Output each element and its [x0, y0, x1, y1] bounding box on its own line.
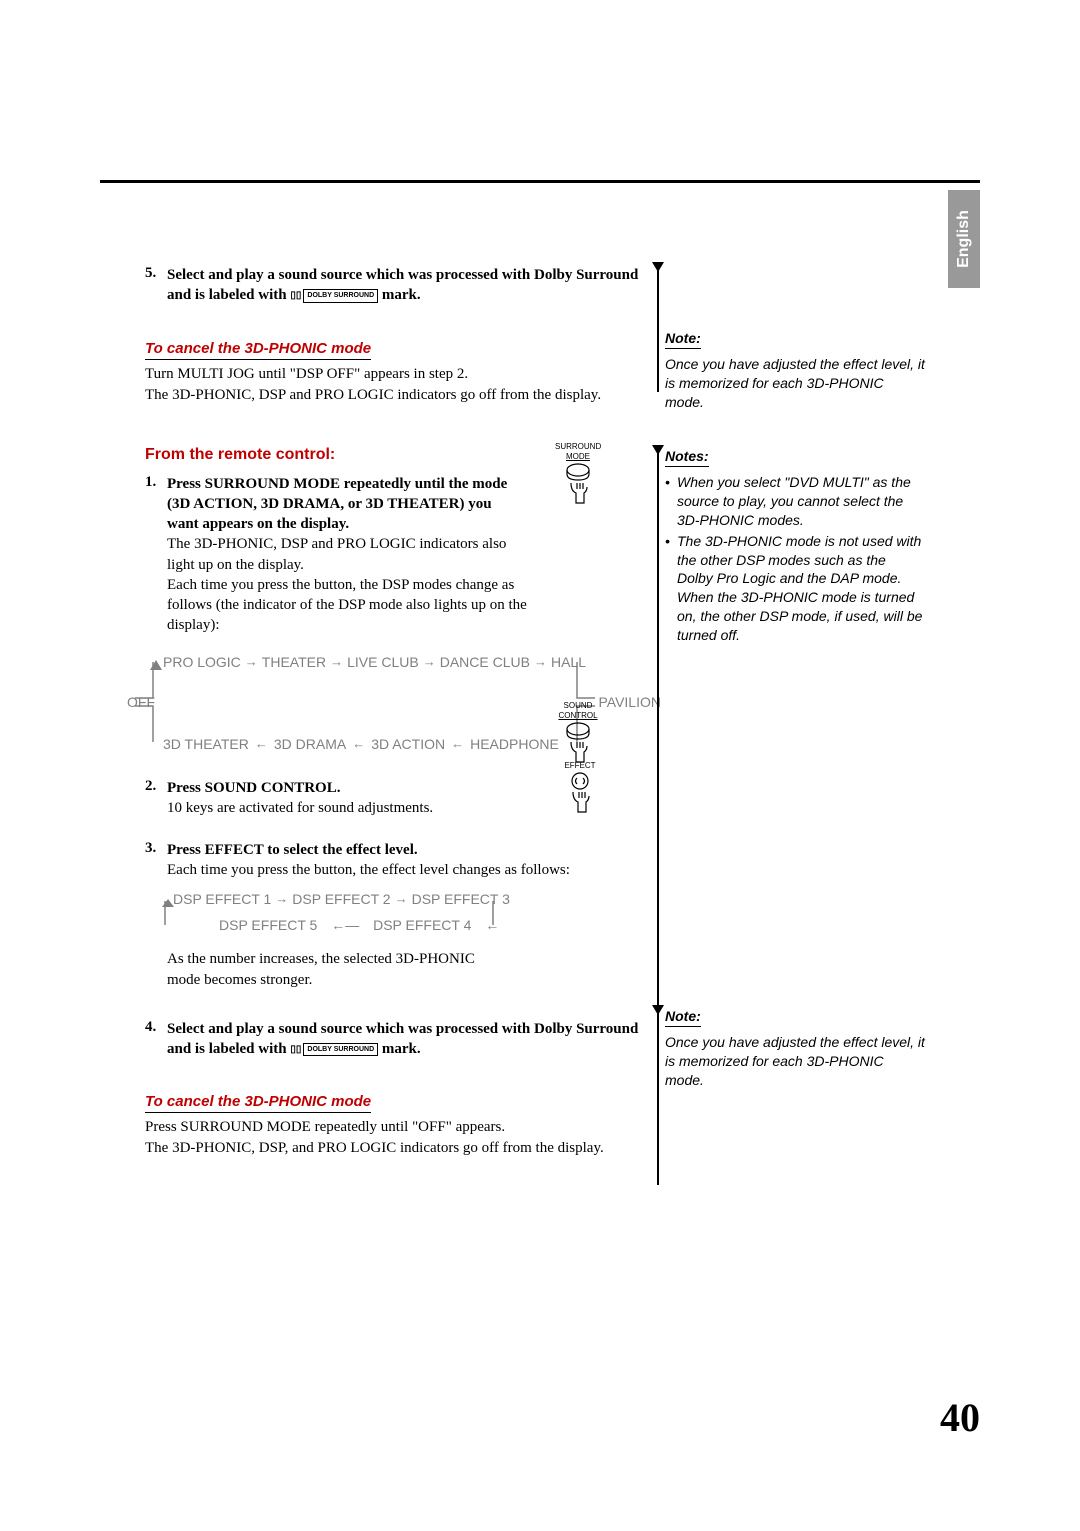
list-item: •When you select "DVD MULTI" as the sour…	[665, 473, 925, 530]
effect-item: DSP EFFECT 4	[373, 917, 471, 933]
remote-step-3: 3. Press EFFECT to select the effect lev…	[145, 840, 645, 881]
dsp-mode-cycle: PRO LOGICTHEATERLIVE CLUBDANCE CLUBHALL …	[135, 654, 595, 754]
note-item-text: When you select "DVD MULTI" as the sourc…	[677, 473, 925, 530]
cycle-item: 3D DRAMA	[249, 736, 346, 752]
icon-label: CONTROL	[555, 712, 601, 720]
cycle-item: PRO LOGIC	[163, 654, 262, 670]
remote-step-1-body1: The 3D-PHONIC, DSP and PRO LOGIC indicat…	[167, 534, 527, 575]
side-note-3: Note: Once you have adjusted the effect …	[665, 1008, 925, 1090]
remote-step-3-text: Each time you press the button, the effe…	[167, 860, 570, 880]
icon-label: MODE	[555, 453, 601, 461]
side-notes-2: Notes: •When you select "DVD MULTI" as t…	[665, 448, 925, 647]
remote-step-4-after: mark.	[378, 1041, 421, 1057]
icon-label: EFFECT	[557, 762, 603, 770]
remote-step-3-body: Press EFFECT to select the effect level.…	[167, 840, 570, 881]
remote-cancel-heading: To cancel the 3D-PHONIC mode	[145, 1093, 371, 1113]
remote-step-1-body: Press SURROUND MODE repeatedly until the…	[167, 474, 527, 636]
note-heading: Notes:	[665, 448, 709, 467]
effect-item: DSP EFFECT 3	[412, 891, 510, 907]
side-divider	[652, 262, 664, 392]
press-button-icon	[561, 722, 595, 766]
effect-cycle-bot: DSP EFFECT 5 ←— DSP EFFECT 4 ←	[219, 917, 499, 933]
cycle-item: THEATER	[262, 654, 347, 670]
list-item: •The 3D-PHONIC mode is not used with the…	[665, 532, 925, 645]
cycle-item: 3D ACTION	[346, 736, 445, 752]
remote-step-2-lead: Press SOUND CONTROL.	[167, 778, 433, 798]
surround-mode-button-icon: SURROUND MODE	[555, 443, 601, 507]
cancel-3dphonic-heading: To cancel the 3D-PHONIC mode	[145, 340, 371, 360]
dolby-badge: DOLBY SURROUND	[303, 1043, 378, 1056]
sound-control-button-icon: SOUND CONTROL	[555, 702, 601, 766]
cycle-top-row: PRO LOGICTHEATERLIVE CLUBDANCE CLUBHALL	[163, 654, 586, 670]
note-body: •When you select "DVD MULTI" as the sour…	[665, 473, 925, 645]
remote-step-2-number: 2.	[145, 778, 167, 819]
effect-item: DSP EFFECT 1	[173, 891, 292, 907]
remote-step-3-number: 3.	[145, 840, 167, 881]
remote-step-3-tail: As the number increases, the selected 3D…	[167, 949, 507, 991]
press-button-icon	[563, 772, 597, 816]
cycle-item: LIVE CLUB	[347, 654, 440, 670]
icon-label: SURROUND	[555, 443, 601, 451]
remote-step-4-number: 4.	[145, 1019, 167, 1060]
note-body: Once you have adjusted the effect level,…	[665, 1033, 925, 1090]
note-body: Once you have adjusted the effect level,…	[665, 355, 925, 412]
remote-step-1-number: 1.	[145, 474, 167, 636]
effect-item: DSP EFFECT 2	[292, 891, 411, 907]
cancel-line-1: Turn MULTI JOG until "DSP OFF" appears i…	[145, 364, 645, 385]
remote-step-1-body2: Each time you press the button, the DSP …	[167, 575, 527, 636]
cycle-left: OFF	[127, 694, 155, 710]
remote-step-4-body: Select and play a sound source which was…	[167, 1019, 645, 1060]
page-number: 40	[940, 1394, 980, 1441]
remote-step-2-text: 10 keys are activated for sound adjustme…	[167, 798, 433, 818]
remote-cancel-line2: The 3D-PHONIC, DSP, and PRO LOGIC indica…	[145, 1138, 645, 1159]
remote-cancel-line1: Press SURROUND MODE repeatedly until "OF…	[145, 1117, 645, 1138]
dolby-badge: DOLBY SURROUND	[303, 289, 378, 302]
language-tab: English	[948, 190, 980, 288]
cycle-item: DANCE CLUB	[440, 654, 551, 670]
step-5-body: Select and play a sound source which was…	[167, 265, 645, 306]
effect-button-icon: EFFECT	[557, 762, 603, 816]
step-5-number: 5.	[145, 265, 167, 306]
language-tab-label: English	[955, 210, 973, 268]
cancel-line-2: The 3D-PHONIC, DSP and PRO LOGIC indicat…	[145, 385, 645, 406]
note-heading: Note:	[665, 1008, 701, 1027]
dolby-dd-icon: ▯▯	[290, 1043, 301, 1057]
dolby-dd-icon: ▯▯	[290, 289, 301, 303]
step-5: 5. Select and play a sound source which …	[145, 265, 645, 306]
effect-item: DSP EFFECT 5	[219, 917, 317, 933]
note-item-text: The 3D-PHONIC mode is not used with the …	[677, 532, 925, 645]
remote-step-1-lead: Press SURROUND MODE repeatedly until the…	[167, 474, 527, 535]
side-divider	[652, 1005, 664, 1135]
cycle-item: HALL	[551, 654, 586, 670]
note-heading: Note:	[665, 330, 701, 349]
effect-cycle-top: DSP EFFECT 1DSP EFFECT 2DSP EFFECT 3	[173, 891, 510, 907]
cycle-item: 3D THEATER	[163, 736, 249, 752]
remote-step-2-body: Press SOUND CONTROL. 10 keys are activat…	[167, 778, 433, 819]
cycle-item: HEADPHONE	[445, 736, 559, 752]
icon-label: SOUND	[555, 702, 601, 710]
side-note-1: Note: Once you have adjusted the effect …	[665, 330, 925, 412]
top-rule	[100, 180, 980, 183]
press-button-icon	[561, 463, 595, 507]
effect-level-cycle: DSP EFFECT 1DSP EFFECT 2DSP EFFECT 3 DSP…	[159, 891, 499, 935]
step-5-after: mark.	[378, 287, 421, 303]
cycle-bottom-row: 3D THEATER3D DRAMA3D ACTIONHEADPHONE	[163, 736, 559, 752]
remote-step-3-lead: Press EFFECT to select the effect level.	[167, 840, 570, 860]
remote-step-4: 4. Select and play a sound source which …	[145, 1019, 645, 1060]
